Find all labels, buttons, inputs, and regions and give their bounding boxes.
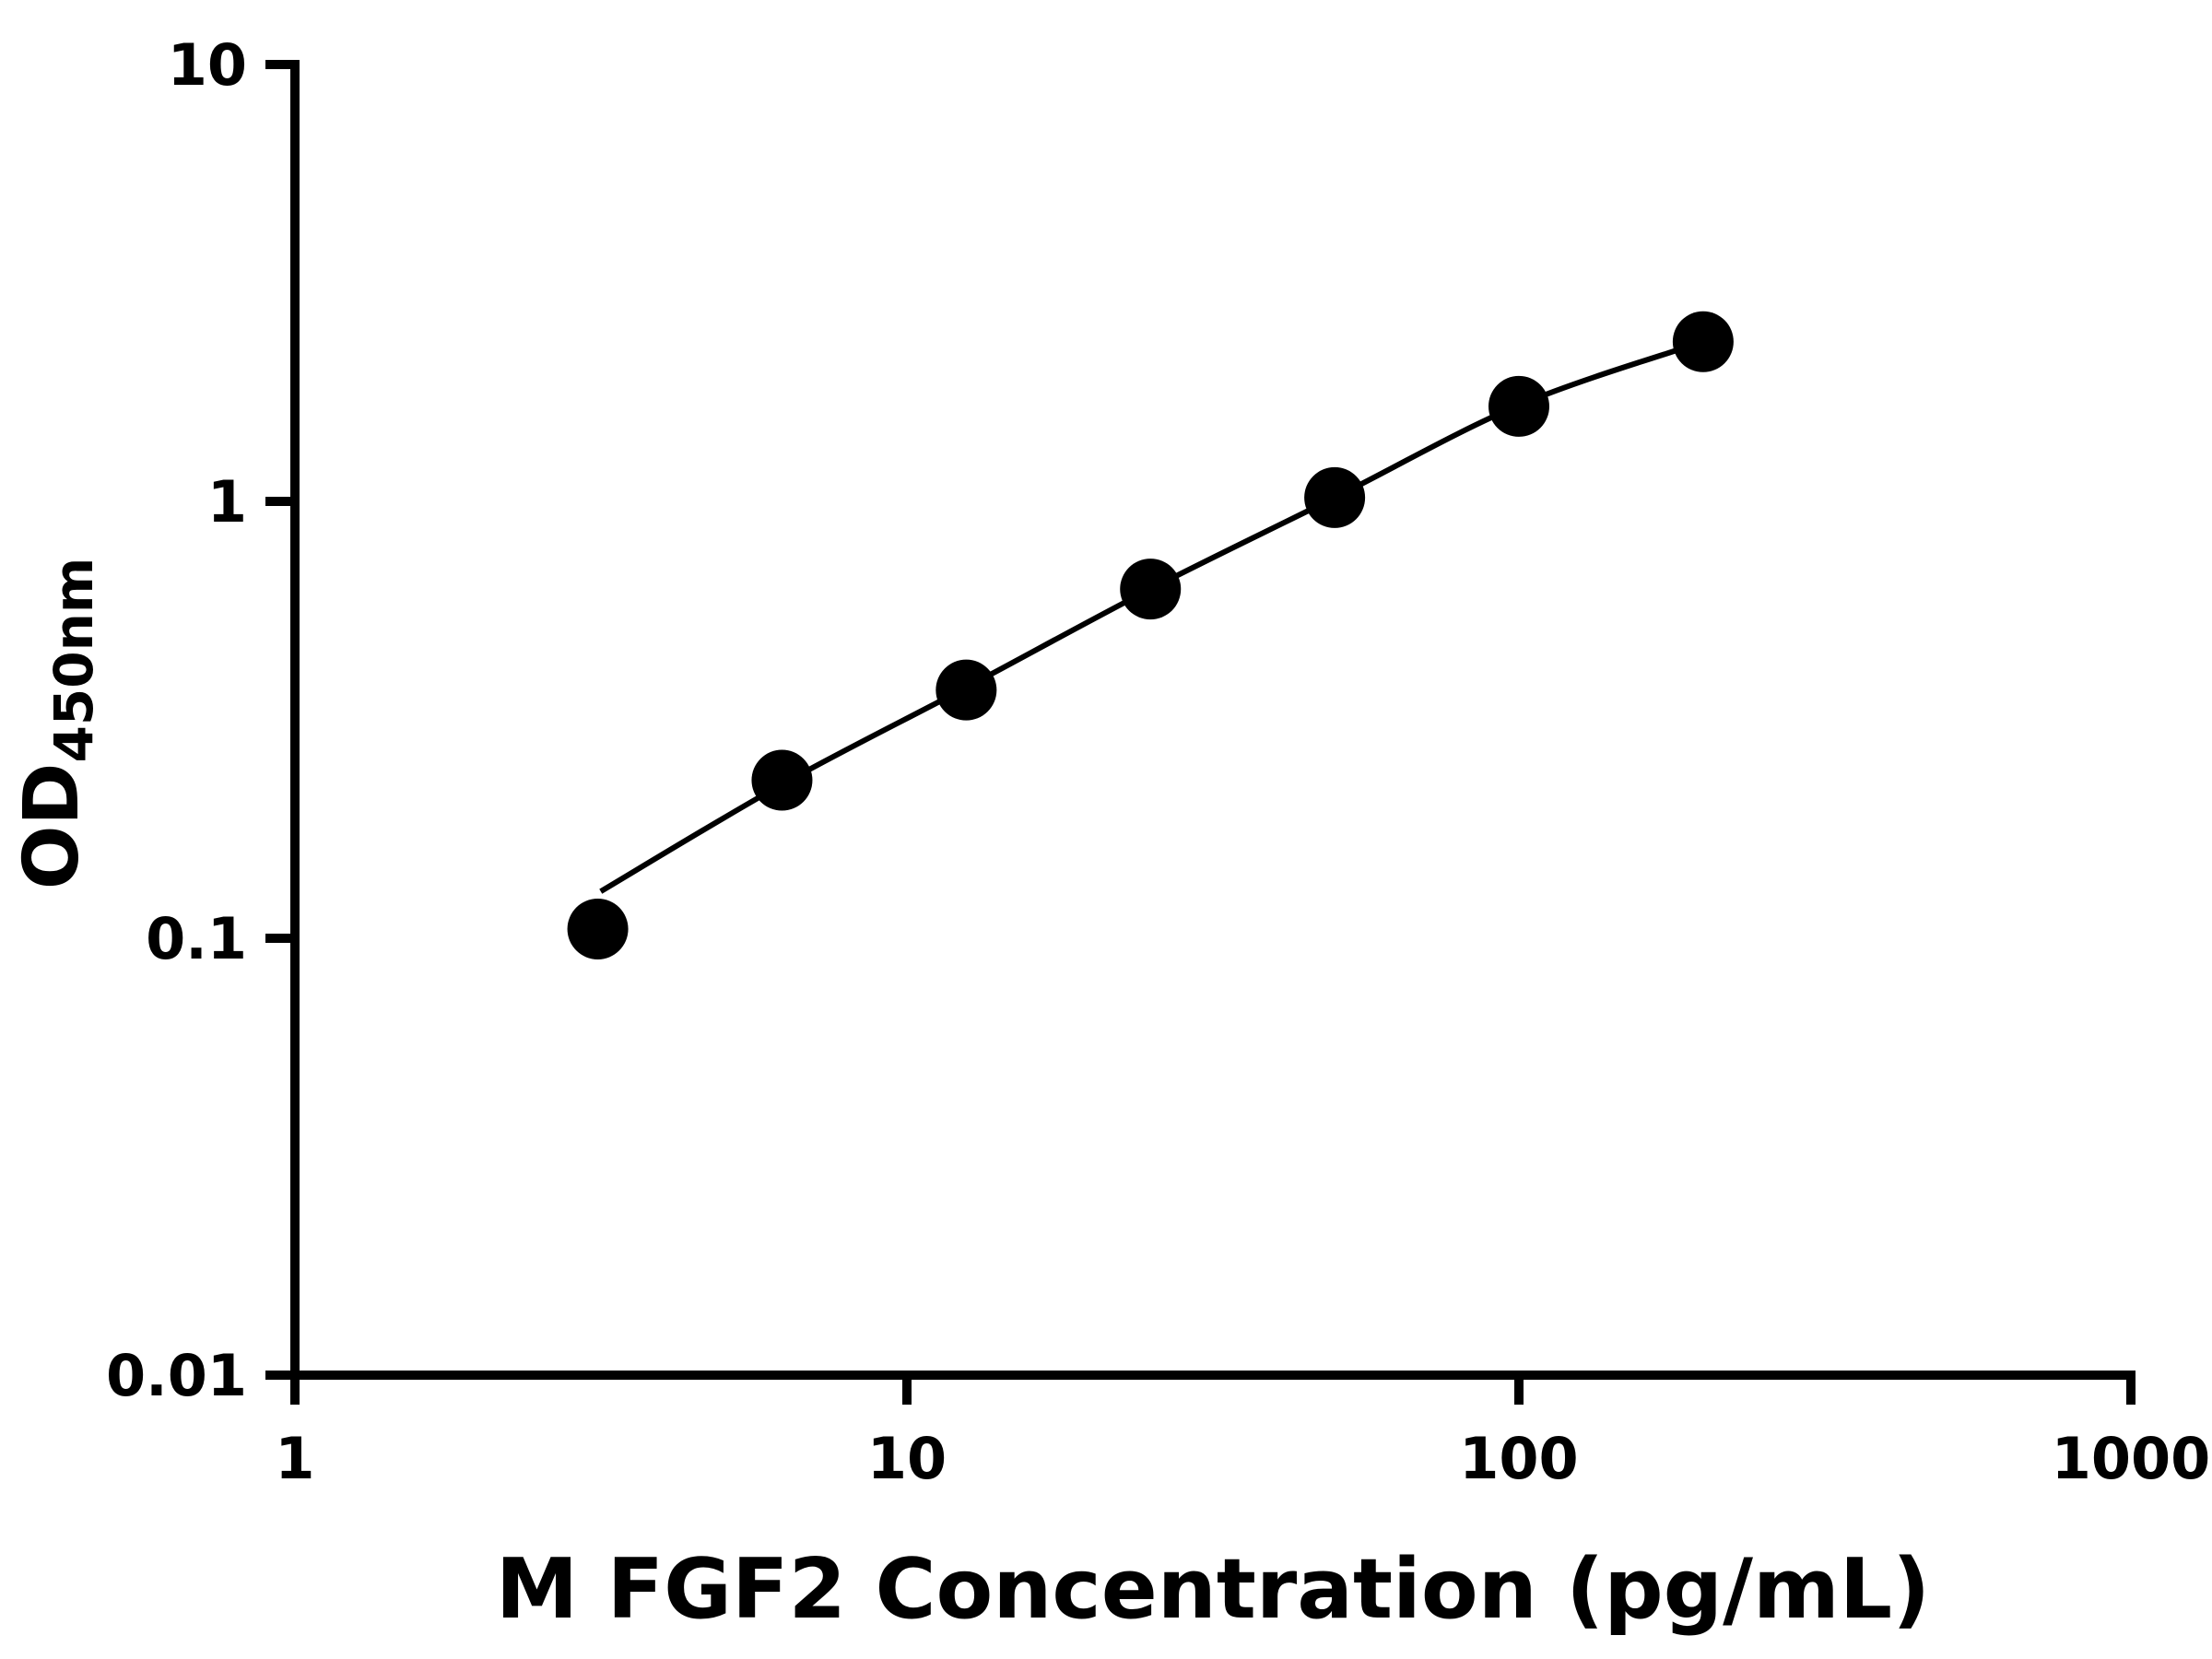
- data-point: [1488, 375, 1549, 437]
- y-axis-title-main: OD: [8, 763, 96, 890]
- y-tick-label-1: 1: [207, 468, 247, 535]
- data-point: [751, 749, 813, 811]
- data-point: [1304, 466, 1366, 528]
- y-tick-label-0.01: 0.01: [106, 1342, 247, 1409]
- y-tick-label-10: 10: [168, 31, 247, 99]
- x-tick-label-1000: 1000: [2052, 1425, 2211, 1492]
- x-tick-label-100: 100: [1459, 1425, 1578, 1492]
- y-axis-title: OD450nm: [8, 558, 105, 890]
- y-tick-label-0.1: 0.1: [146, 905, 247, 972]
- data-point: [1672, 311, 1734, 372]
- data-point: [567, 898, 629, 959]
- y-axis-title-sub: 450nm: [42, 558, 105, 763]
- x-tick-label-10: 10: [867, 1425, 947, 1492]
- data-point: [935, 659, 997, 721]
- axes: [290, 60, 2136, 1380]
- plot-layer: 1 10 100 1000 0.01 0.1 1 10: [106, 31, 2210, 1492]
- x-tick-label-1: 1: [275, 1425, 314, 1492]
- data-point: [1120, 559, 1182, 620]
- x-axis-title: M FGF2 Concentration (pg/mL): [496, 1541, 1930, 1638]
